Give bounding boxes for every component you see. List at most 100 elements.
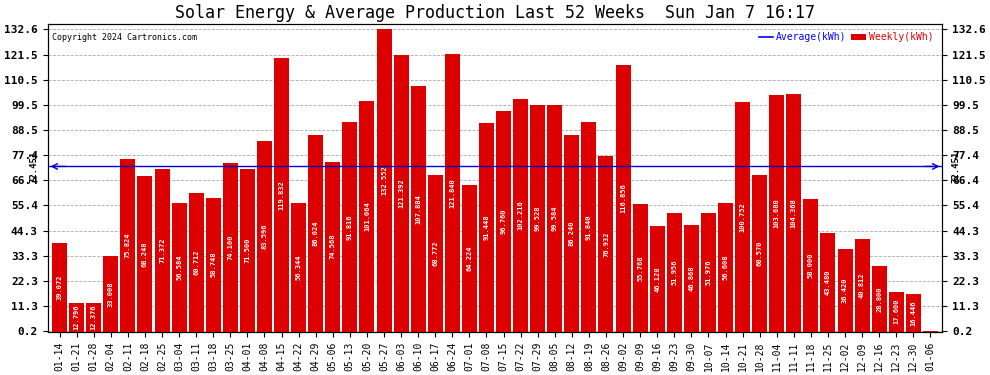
Bar [803,200,819,332]
Bar [445,54,459,332]
Bar [838,249,852,332]
Text: 121.392: 121.392 [398,178,404,208]
Bar [138,176,152,332]
Text: 28.800: 28.800 [876,286,882,312]
Bar [854,238,869,332]
Bar [121,159,136,332]
Bar [308,135,323,332]
Text: 75.824: 75.824 [125,232,131,258]
Text: 91.840: 91.840 [586,214,592,240]
Text: 103.680: 103.680 [774,199,780,228]
Text: 51.956: 51.956 [671,260,677,285]
Bar [359,101,374,332]
Bar [291,203,306,332]
Text: 96.760: 96.760 [501,209,507,234]
Text: 107.884: 107.884 [415,194,421,224]
Bar [531,105,545,332]
Text: 36.420: 36.420 [842,278,848,303]
Text: 56.608: 56.608 [723,254,729,280]
Text: 58.748: 58.748 [210,252,216,278]
Bar [274,58,289,332]
Bar [889,292,904,332]
Bar [189,193,204,332]
Text: 99.528: 99.528 [535,206,541,231]
Bar [240,169,255,332]
Bar [616,65,631,332]
Text: 64.224: 64.224 [466,246,472,271]
Text: 68.570: 68.570 [756,241,762,266]
Text: 83.596: 83.596 [261,224,267,249]
Bar [86,303,101,332]
Text: Copyright 2024 Cartronics.com: Copyright 2024 Cartronics.com [52,33,197,42]
Bar [769,95,784,332]
Text: 91.448: 91.448 [483,214,489,240]
Text: 99.584: 99.584 [551,206,557,231]
Text: 68.772: 68.772 [433,240,439,266]
Text: 76.932: 76.932 [603,231,609,257]
Text: 43.480: 43.480 [825,269,831,295]
Title: Solar Energy & Average Production Last 52 Weeks  Sun Jan 7 16:17: Solar Energy & Average Production Last 5… [175,4,815,22]
Bar [871,266,887,332]
Text: 56.344: 56.344 [296,255,302,280]
Bar [718,202,733,332]
Text: 74.100: 74.100 [228,234,234,260]
Bar [206,198,221,332]
Text: 56.584: 56.584 [176,254,182,280]
Bar [154,169,169,332]
Bar [479,123,494,332]
Text: 60.712: 60.712 [193,250,199,275]
Bar [735,102,750,332]
Bar [496,111,511,332]
Text: 16.446: 16.446 [911,300,917,326]
Text: 121.840: 121.840 [449,178,455,208]
Bar [701,213,716,332]
Text: 46.128: 46.128 [654,266,660,292]
Text: 74.568: 74.568 [330,234,336,260]
Text: 33.008: 33.008 [108,281,114,307]
Text: 40.812: 40.812 [859,272,865,298]
Bar [752,175,767,332]
Text: 86.024: 86.024 [313,221,319,246]
Bar [667,213,682,332]
Bar [69,303,84,332]
Text: 51.976: 51.976 [706,260,712,285]
Bar [462,185,477,332]
Bar [786,94,801,332]
Text: 132.552: 132.552 [381,166,387,195]
Text: 71.372: 71.372 [159,238,165,263]
Text: 100.752: 100.752 [740,202,745,232]
Text: 72.451: 72.451 [30,150,39,183]
Bar [394,55,409,332]
Text: 12.376: 12.376 [91,305,97,330]
Text: 46.868: 46.868 [688,266,694,291]
Bar [547,105,562,332]
Bar [223,163,238,332]
Bar [428,175,443,332]
Bar [513,99,528,332]
Bar [581,122,596,332]
Bar [326,162,341,332]
Text: 68.248: 68.248 [142,241,148,267]
Bar [684,225,699,332]
Text: 91.816: 91.816 [346,214,352,240]
Text: 12.796: 12.796 [73,304,79,330]
Bar [257,141,272,332]
Bar [633,204,647,332]
Bar [821,232,836,332]
Text: 55.768: 55.768 [638,255,644,281]
Text: 17.600: 17.600 [893,299,899,324]
Bar [376,29,391,332]
Bar [906,294,921,332]
Bar [599,156,614,332]
Bar [171,202,187,332]
Text: 71.500: 71.500 [245,237,250,263]
Bar [103,256,119,332]
Text: 58.000: 58.000 [808,253,814,278]
Bar [343,122,357,332]
Legend: Average(kWh), Weekly(kWh): Average(kWh), Weekly(kWh) [754,28,938,46]
Bar [649,226,664,332]
Text: 39.072: 39.072 [56,274,62,300]
Bar [564,135,579,332]
Text: 104.368: 104.368 [791,198,797,228]
Bar [411,86,426,332]
